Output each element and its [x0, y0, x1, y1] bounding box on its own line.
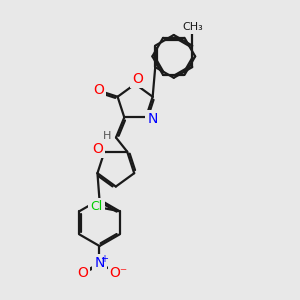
Text: +: +	[100, 254, 108, 264]
Text: O: O	[93, 83, 104, 98]
Text: O: O	[132, 72, 143, 86]
Text: O⁻: O⁻	[110, 266, 128, 280]
Text: H: H	[103, 131, 111, 141]
Text: CH₃: CH₃	[182, 22, 203, 32]
Text: O: O	[92, 142, 104, 156]
Text: O: O	[77, 266, 88, 280]
Text: N: N	[94, 256, 105, 270]
Text: N: N	[147, 112, 158, 126]
Text: Cl: Cl	[91, 200, 103, 213]
